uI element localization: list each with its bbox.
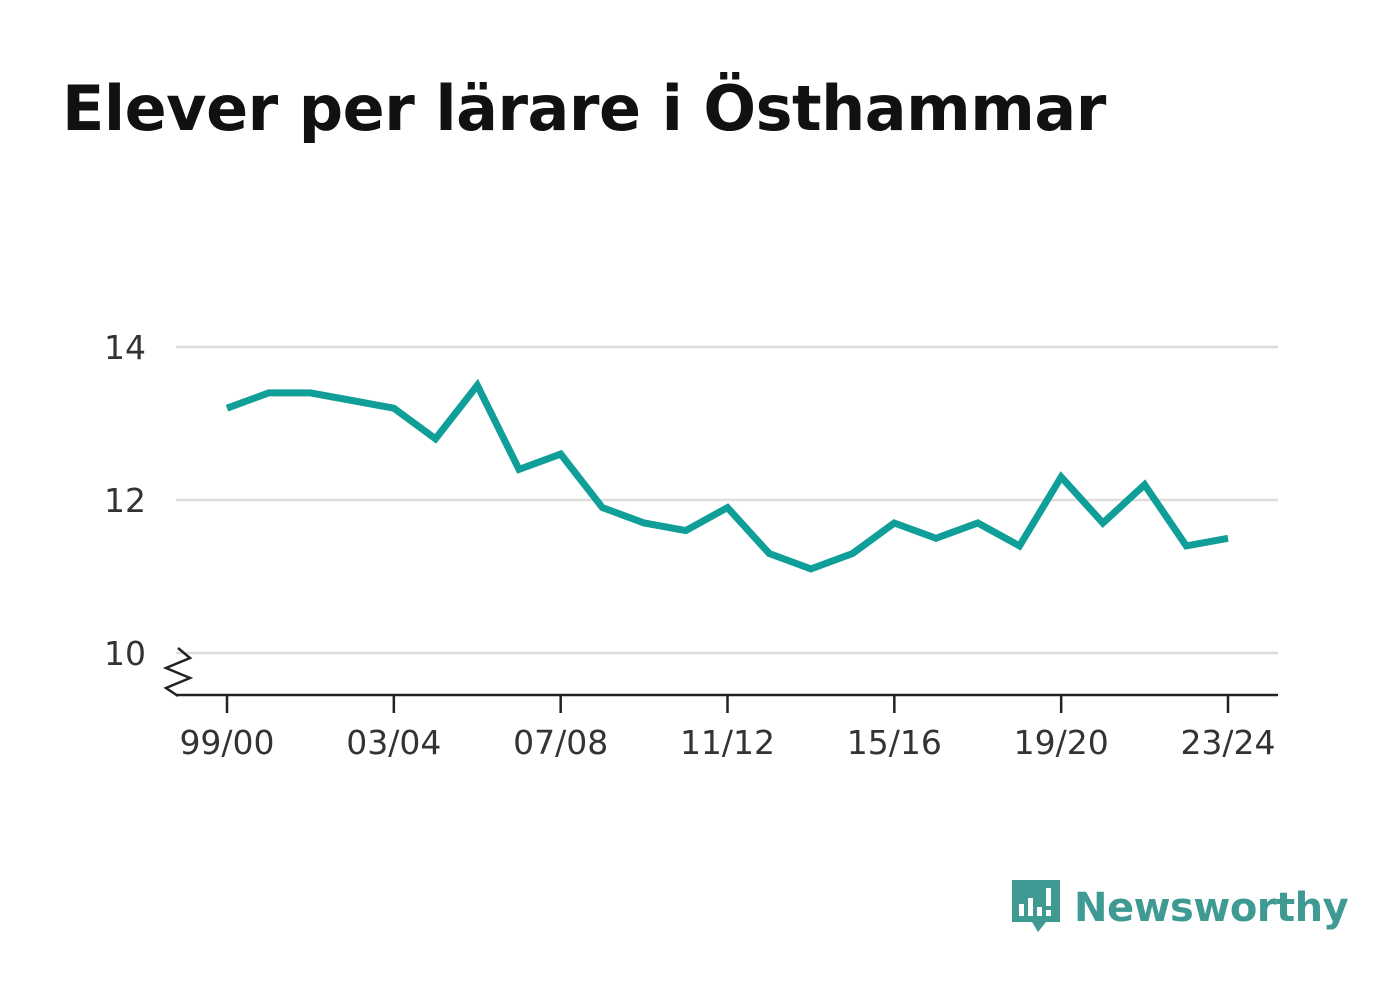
- data-point: [393, 408, 394, 409]
- brand-name: Newsworthy: [1074, 885, 1349, 931]
- data-point: [769, 553, 770, 554]
- brand-logo: Newsworthy: [1010, 878, 1349, 938]
- data-point: [477, 385, 478, 386]
- newsworthy-logo-icon: [1012, 880, 1060, 932]
- data-point: [1019, 545, 1020, 546]
- x-tick-label: 07/08: [513, 723, 608, 762]
- x-tick-label: 99/00: [179, 723, 274, 762]
- x-tick-label: 11/12: [680, 723, 775, 762]
- data-point: [1061, 477, 1062, 478]
- x-tick-label: 19/20: [1014, 723, 1109, 762]
- data-point: [310, 392, 311, 393]
- data-point: [352, 400, 353, 401]
- data-point: [727, 507, 728, 508]
- y-tick-label: 14: [104, 328, 146, 367]
- series-group: [225, 378, 1229, 573]
- axis-break-icon: [162, 647, 194, 698]
- x-tick-label: 15/16: [847, 723, 942, 762]
- chart-title: Elever per lärare i Östhammar: [62, 72, 1106, 145]
- data-point: [1102, 522, 1103, 523]
- data-point: [560, 454, 561, 455]
- data-point: [1186, 545, 1187, 546]
- data-point: [602, 507, 603, 508]
- data-point: [518, 469, 519, 470]
- data-point: [977, 522, 978, 523]
- data-point: [435, 438, 436, 439]
- y-tick-label: 10: [104, 634, 146, 673]
- data-point: [1144, 484, 1145, 485]
- x-axis-ticks: 99/00 03/04 07/08 11/12 15/16 19/20 23/24: [179, 695, 1276, 762]
- data-point: [644, 522, 645, 523]
- data-point: [852, 553, 853, 554]
- data-point: [268, 392, 269, 393]
- data-point: [227, 408, 228, 409]
- y-tick-label: 12: [104, 481, 146, 520]
- data-point: [936, 538, 937, 539]
- x-tick-label: 03/04: [346, 723, 441, 762]
- y-axis-ticks: 14 12 10: [104, 328, 146, 673]
- data-point: [685, 530, 686, 531]
- data-point: [1228, 538, 1229, 539]
- gridlines: [176, 345, 1278, 655]
- data-point: [894, 522, 895, 523]
- x-tick-label: 23/24: [1180, 723, 1275, 762]
- data-point: [810, 568, 811, 569]
- series-line: [225, 378, 1229, 573]
